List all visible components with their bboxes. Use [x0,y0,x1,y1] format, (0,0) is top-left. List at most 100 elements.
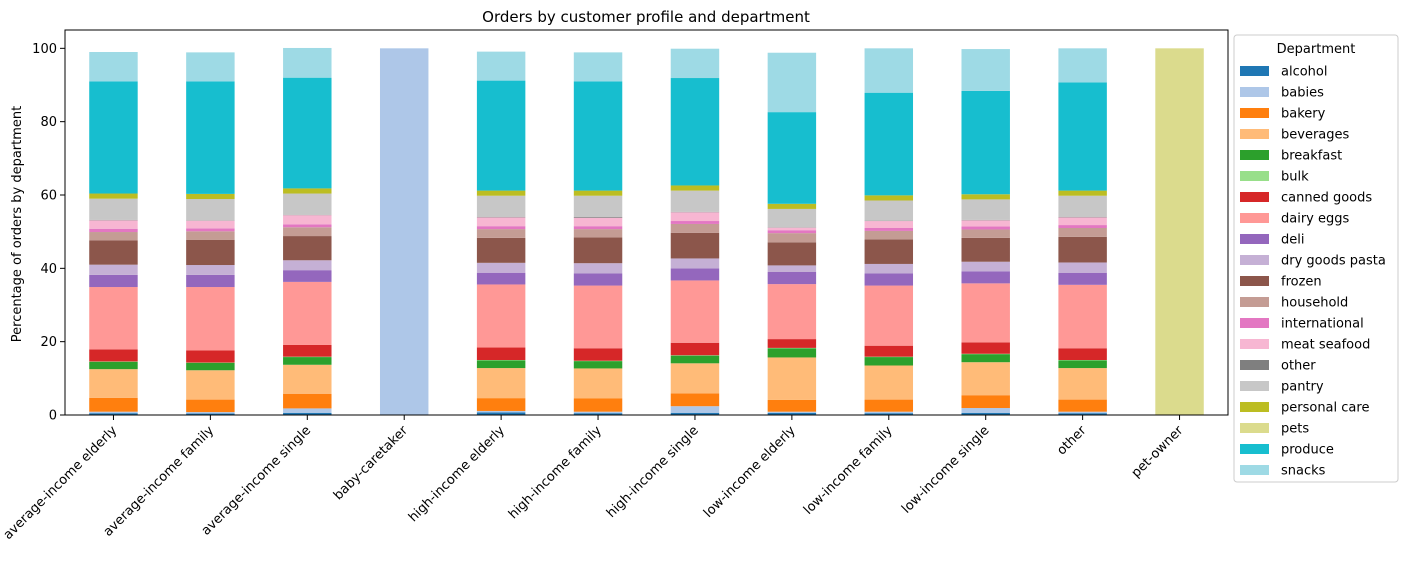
bar-segment-household-10 [1058,228,1107,237]
bar-segment-deli-1 [186,274,235,288]
legend-label-pantry: pantry [1281,380,1324,395]
legend-label-bulk: bulk [1281,170,1309,185]
bar-segment-alcohol-6 [670,412,720,415]
bar-segment-alcohol-10 [1058,413,1107,415]
bar-segment-personal-care-7 [767,203,817,209]
y-tick-label: 0 [49,409,57,424]
bar-segment-international-9 [961,226,1010,230]
bar-segment-personal-care-4 [476,190,526,196]
y-axis: 0 20 40 60 80 100 [32,42,65,424]
bar-segment-meat-seafood-8 [864,221,914,228]
bar-segment-babies-8 [864,411,914,414]
bar-segment-beverages-4 [476,368,526,399]
bar-segment-breakfast-9 [961,354,1010,363]
bar-segment-snacks-1 [186,52,235,82]
bar-segment-beverages-5 [573,368,623,399]
legend-label-breakfast: breakfast [1281,149,1342,164]
bar-segment-international-1 [186,228,235,232]
bar-segment-breakfast-2 [283,357,332,365]
bar-segment-snacks-6 [670,48,720,79]
bar-segment-produce-9 [961,90,1010,195]
bar-segment-dairy-eggs-10 [1058,284,1107,349]
bar-segment-bakery-8 [864,399,914,412]
legend-swatch-pantry [1240,381,1269,391]
bar-segment-meat-seafood-5 [573,217,623,227]
bar-segment-dairy-eggs-0 [89,287,138,350]
bar-segment-beverages-10 [1058,368,1107,400]
bar-segment-bakery-6 [670,393,720,407]
bar-segment-dry-goods-pasta-2 [283,260,332,271]
bar-segment-pantry-9 [961,199,1010,220]
legend-label-alcohol: alcohol [1281,65,1327,80]
legend-swatch-frozen [1240,276,1269,286]
chart-title: Orders by customer profile and departmen… [482,8,810,26]
legend-swatch-dry-goods-pasta [1240,255,1269,265]
bar-segment-babies-4 [476,410,526,413]
bar-segment-pantry-1 [186,199,235,221]
legend-swatch-bulk [1240,171,1269,181]
bar-segment-household-1 [186,231,235,240]
bar-segment-bakery-4 [476,398,526,411]
bar-segment-pantry-0 [89,198,138,220]
bar-segment-frozen-8 [864,239,914,264]
bar-segment-personal-care-8 [864,195,914,201]
bar-segment-canned-goods-8 [864,345,914,357]
legend-swatch-international [1240,318,1269,328]
legend-swatch-canned-goods [1240,192,1269,202]
bar-segment-pantry-6 [670,190,720,212]
bar-segment-frozen-4 [476,237,526,263]
bar-segment-beverages-1 [186,370,235,400]
bar-segment-breakfast-1 [186,362,235,371]
bar-segment-bakery-0 [89,397,138,412]
bar-segment-frozen-1 [186,239,235,266]
bar-segment-alcohol-1 [186,413,235,415]
bar-segment-bakery-2 [283,393,332,409]
bar-segment-personal-care-9 [961,194,1010,200]
y-tick-label: 20 [40,335,57,350]
x-tick-label: low-income single [899,423,992,516]
legend-label-international: international [1281,317,1364,332]
y-tick-label: 100 [32,42,57,57]
bar-segment-snacks-2 [283,47,332,78]
legend-label-snacks: snacks [1281,464,1326,479]
bar-segment-deli-10 [1058,272,1107,285]
bar-segment-pantry-7 [767,208,817,228]
legend-swatch-alcohol [1240,66,1269,76]
legend-title: Department [1277,42,1356,57]
bar-segment-frozen-10 [1058,236,1107,263]
bar-segment-dry-goods-pasta-6 [670,258,720,269]
bar-segment-dairy-eggs-4 [476,284,526,348]
x-tick-label: high-income family [506,423,605,522]
bar-segment-deli-9 [961,271,1010,284]
bar-segment-breakfast-10 [1058,360,1107,369]
bar-segment-beverages-2 [283,364,332,394]
bar-segment-meat-seafood-1 [186,220,235,229]
bar-segment-snacks-5 [573,52,623,82]
bar-segment-babies-0 [89,411,138,414]
legend-frame [1233,34,1399,483]
bar-segment-international-5 [573,226,623,230]
bar-segment-dry-goods-pasta-7 [767,265,817,272]
bar-segment-dry-goods-pasta-0 [89,264,138,275]
y-tick-label: 80 [40,115,57,130]
bar-segment-canned-goods-9 [961,342,1010,354]
bar-segment-meat-seafood-10 [1058,217,1107,226]
bar-segment-breakfast-4 [476,360,526,369]
bar-segment-dairy-eggs-1 [186,287,235,351]
x-tick-label: average-income single [199,423,314,538]
bar-segment-household-0 [89,232,138,241]
bar-segment-other-5 [573,217,623,218]
bar-segment-bakery-9 [961,395,1010,409]
bar-segment-dairy-eggs-7 [767,284,817,340]
bar-segment-babies-1 [186,412,235,414]
bar-segment-household-4 [476,229,526,238]
bar-segment-meat-seafood-0 [89,220,138,229]
bar-segment-personal-care-1 [186,193,235,200]
bar-segment-breakfast-8 [864,357,914,366]
legend-label-meat-seafood: meat seafood [1281,338,1370,353]
bar-segment-babies-6 [670,406,720,413]
bar-segment-alcohol-8 [864,413,914,415]
bar-segment-alcohol-9 [961,412,1010,415]
bar-segment-snacks-8 [864,48,914,93]
